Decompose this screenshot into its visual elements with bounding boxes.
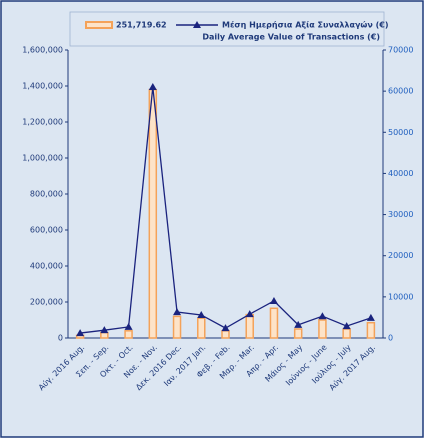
y2-tick-label: 70000 (388, 46, 413, 55)
y-tick-label: 800,000 (30, 190, 63, 199)
bar (269, 307, 279, 339)
bar (124, 330, 133, 339)
y-tick-label: 600,000 (30, 226, 63, 235)
line-marker (269, 296, 278, 304)
line-marker (318, 312, 327, 320)
y2-tick-label: 10000 (388, 292, 413, 301)
bar (245, 313, 254, 339)
y-tick-label: 0 (58, 334, 63, 343)
y2-tick-label: 40000 (388, 169, 413, 178)
legend-marker (193, 21, 201, 28)
legend-label: 251,719.62 (116, 21, 167, 30)
bar (318, 319, 327, 339)
y2-tick-label: 30000 (388, 210, 413, 219)
bar (366, 321, 376, 339)
legend-label: Μέση Ημερήσια Αξία Συναλλαγών (€) (222, 20, 388, 30)
line-marker (245, 310, 254, 318)
y2-tick-label: 0 (388, 334, 393, 343)
line-marker (173, 308, 182, 316)
line-marker (124, 322, 133, 330)
bar (100, 331, 109, 339)
bar (197, 317, 206, 339)
bar (342, 328, 351, 339)
y2-tick-label: 60000 (388, 87, 413, 96)
y2-tick-label: 20000 (388, 251, 413, 260)
y-tick-label: 1,400,000 (22, 82, 63, 91)
y-tick-label: 1,200,000 (22, 118, 63, 127)
y-tick-label: 1,600,000 (22, 46, 63, 55)
line-marker (294, 320, 303, 328)
y-tick-label: 1,000,000 (22, 154, 63, 163)
bar (172, 315, 182, 339)
line-marker (148, 83, 157, 91)
line-marker (76, 329, 85, 337)
legend-bar-swatch (85, 21, 113, 29)
line-marker (342, 322, 351, 330)
y-tick-label: 400,000 (30, 262, 63, 271)
bar (148, 88, 158, 339)
line-marker (366, 313, 375, 321)
line-marker (100, 326, 109, 334)
line-marker (221, 324, 230, 332)
bar (221, 330, 230, 339)
y-tick-label: 200,000 (30, 298, 63, 307)
bar (293, 328, 303, 339)
y2-tick-label: 50000 (388, 128, 413, 137)
legend-box (69, 11, 385, 47)
legend-label: Daily Average Value of Transactions (€) (202, 33, 380, 42)
line-marker (197, 310, 206, 318)
